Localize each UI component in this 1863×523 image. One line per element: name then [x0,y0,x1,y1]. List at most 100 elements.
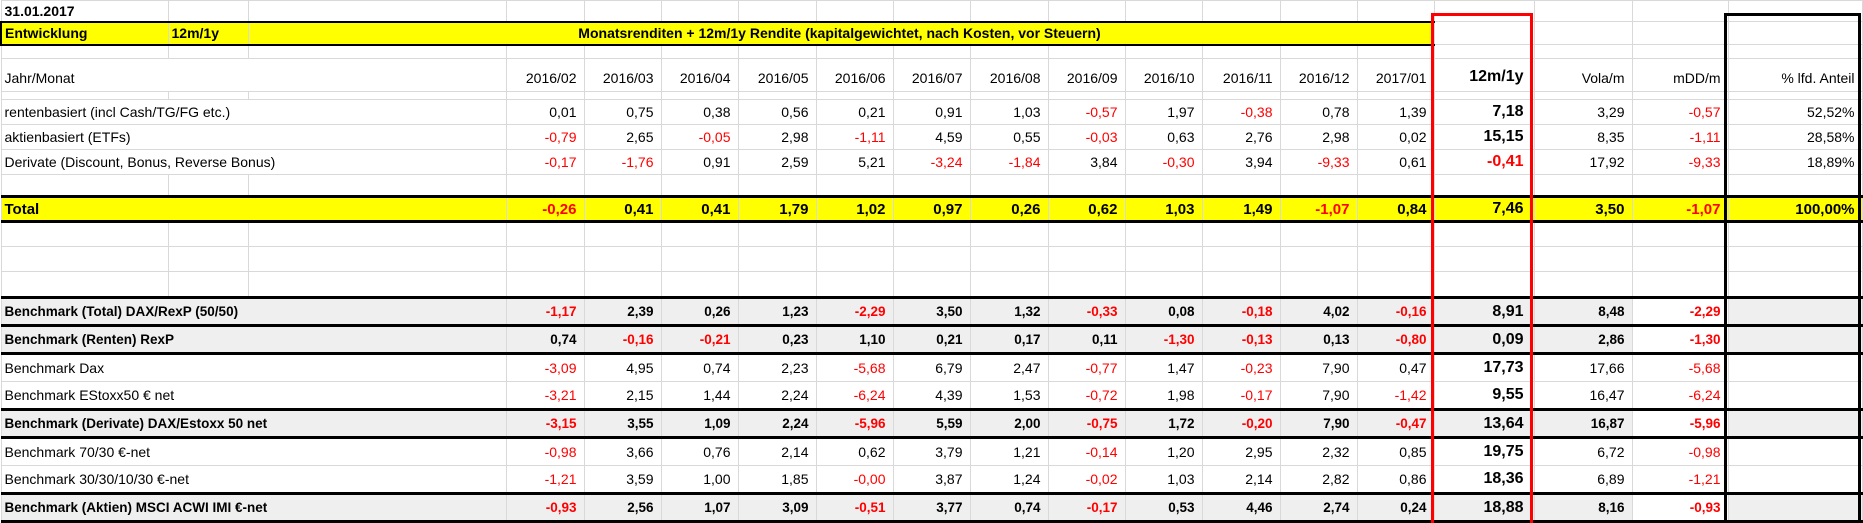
month-value-cell[interactable]: 7,90 [1279,381,1358,410]
month-value-cell[interactable]: -1,30 [1124,325,1203,355]
empty-cell[interactable] [737,271,817,298]
mdd-value-cell[interactable]: -1,30 [1631,325,1729,355]
mdd-header-cell[interactable]: mDD/m [1631,58,1729,92]
empty-cell[interactable] [583,271,662,298]
empty-cell[interactable] [505,0,585,22]
month-value-cell[interactable]: 1,09 [660,408,739,439]
month-value-cell[interactable]: 0,56 [737,99,817,125]
month-value-cell[interactable]: 0,74 [505,325,585,355]
empty-cell[interactable] [1047,221,1126,247]
month-value-cell[interactable]: 0,02 [1356,124,1435,150]
empty-cell[interactable] [1533,174,1633,197]
mdd-value-cell[interactable]: -0,98 [1631,437,1729,466]
mdd-value-cell[interactable]: -0,57 [1631,99,1729,125]
row-axis-header-cell[interactable]: Jahr/Monat [0,58,507,92]
empty-cell[interactable] [1279,246,1358,272]
banner-label-cell[interactable]: Entwicklung [0,20,169,46]
empty-cell[interactable] [1433,0,1535,22]
month-value-cell[interactable]: -0,17 [1047,492,1126,523]
month-value-cell[interactable]: 4,46 [1201,492,1281,523]
vola-value-cell[interactable]: 6,72 [1533,437,1633,466]
empty-cell[interactable] [1727,174,1863,197]
month-value-cell[interactable]: -0,26 [505,195,585,223]
empty-cell[interactable] [892,91,971,100]
month-value-cell[interactable]: 2,98 [737,124,817,150]
month-value-cell[interactable]: 4,59 [892,124,971,150]
empty-cell[interactable] [247,246,507,272]
month-value-cell[interactable]: 7,90 [1279,353,1358,382]
empty-cell[interactable] [1727,21,1863,45]
month-value-cell[interactable]: -0,18 [1201,296,1281,327]
empty-cell[interactable] [1279,44,1358,59]
month-value-cell[interactable]: 0,55 [969,124,1049,150]
month-value-cell[interactable]: -0,03 [1047,124,1126,150]
month-header-cell[interactable]: 2016/02 [505,58,585,92]
month-header-cell[interactable]: 2016/04 [660,58,739,92]
empty-cell[interactable] [737,44,817,59]
empty-cell[interactable] [969,221,1049,247]
month-value-cell[interactable]: -0,23 [1201,353,1281,382]
month-value-cell[interactable]: 0,08 [1124,296,1203,327]
empty-cell[interactable] [660,44,739,59]
month-value-cell[interactable]: -1,17 [505,296,585,327]
month-value-cell[interactable]: 0,61 [1356,149,1435,175]
empty-cell[interactable] [1631,174,1729,197]
month-value-cell[interactable]: -9,33 [1279,149,1358,175]
empty-cell[interactable] [1201,271,1281,298]
month-value-cell[interactable]: 3,50 [892,296,971,327]
month-value-cell[interactable]: -0,93 [505,492,585,523]
empty-cell[interactable] [1533,21,1633,45]
month-value-cell[interactable]: -0,16 [1356,296,1435,327]
empty-cell[interactable] [1533,246,1633,272]
vola-value-cell[interactable]: 16,47 [1533,381,1633,410]
month-value-cell[interactable]: -1,84 [969,149,1049,175]
month-value-cell[interactable]: 0,26 [660,296,739,327]
month-value-cell[interactable]: 1,97 [1124,99,1203,125]
month-value-cell[interactable]: 0,53 [1124,492,1203,523]
month-value-cell[interactable]: -0,38 [1201,99,1281,125]
row-label-cell[interactable]: Benchmark (Aktien) MSCI ACWI IMI €-net [0,492,507,523]
empty-cell[interactable] [969,271,1049,298]
empty-cell[interactable] [1356,174,1435,197]
empty-cell[interactable] [815,221,894,247]
row-label-cell[interactable]: rentenbasiert (incl Cash/TG/FG etc.) [0,99,507,125]
month-value-cell[interactable]: 1,47 [1124,353,1203,382]
12m1y-value-cell[interactable]: 0,09 [1433,325,1535,355]
month-value-cell[interactable]: 7,90 [1279,408,1358,439]
empty-cell[interactable] [0,246,169,272]
empty-cell[interactable] [1433,246,1535,272]
empty-cell[interactable] [969,246,1049,272]
mdd-value-cell[interactable]: -6,24 [1631,381,1729,410]
month-value-cell[interactable]: 2,39 [583,296,662,327]
date-cell[interactable]: 31.01.2017 [0,0,169,22]
empty-cell[interactable] [1279,221,1358,247]
month-header-cell[interactable]: 2016/09 [1047,58,1126,92]
empty-cell[interactable] [0,221,169,247]
empty-cell[interactable] [1727,221,1863,247]
month-value-cell[interactable]: 0,86 [1356,465,1435,494]
empty-cell[interactable] [1727,271,1863,298]
vola-value-cell[interactable]: 8,16 [1533,492,1633,523]
month-value-cell[interactable]: 2,15 [583,381,662,410]
empty-cell[interactable] [737,0,817,22]
month-value-cell[interactable]: -0,47 [1356,408,1435,439]
month-value-cell[interactable]: 1,03 [1124,465,1203,494]
empty-cell[interactable] [1201,44,1281,59]
month-value-cell[interactable]: 2,59 [737,149,817,175]
empty-cell[interactable] [969,44,1049,59]
month-header-cell[interactable]: 2016/05 [737,58,817,92]
empty-cell[interactable] [737,221,817,247]
month-value-cell[interactable]: 3,59 [583,465,662,494]
month-value-cell[interactable]: 1,03 [1124,195,1203,223]
month-value-cell[interactable]: 2,14 [1201,465,1281,494]
month-value-cell[interactable]: 5,59 [892,408,971,439]
empty-cell[interactable] [1533,0,1633,22]
empty-cell[interactable] [583,246,662,272]
empty-cell[interactable] [247,0,507,22]
month-value-cell[interactable]: 0,47 [1356,353,1435,382]
empty-cell[interactable] [969,0,1049,22]
month-value-cell[interactable]: 2,74 [1279,492,1358,523]
month-value-cell[interactable]: -0,21 [660,325,739,355]
12m1y-value-cell[interactable]: 7,46 [1433,195,1535,223]
month-value-cell[interactable]: 2,32 [1279,437,1358,466]
